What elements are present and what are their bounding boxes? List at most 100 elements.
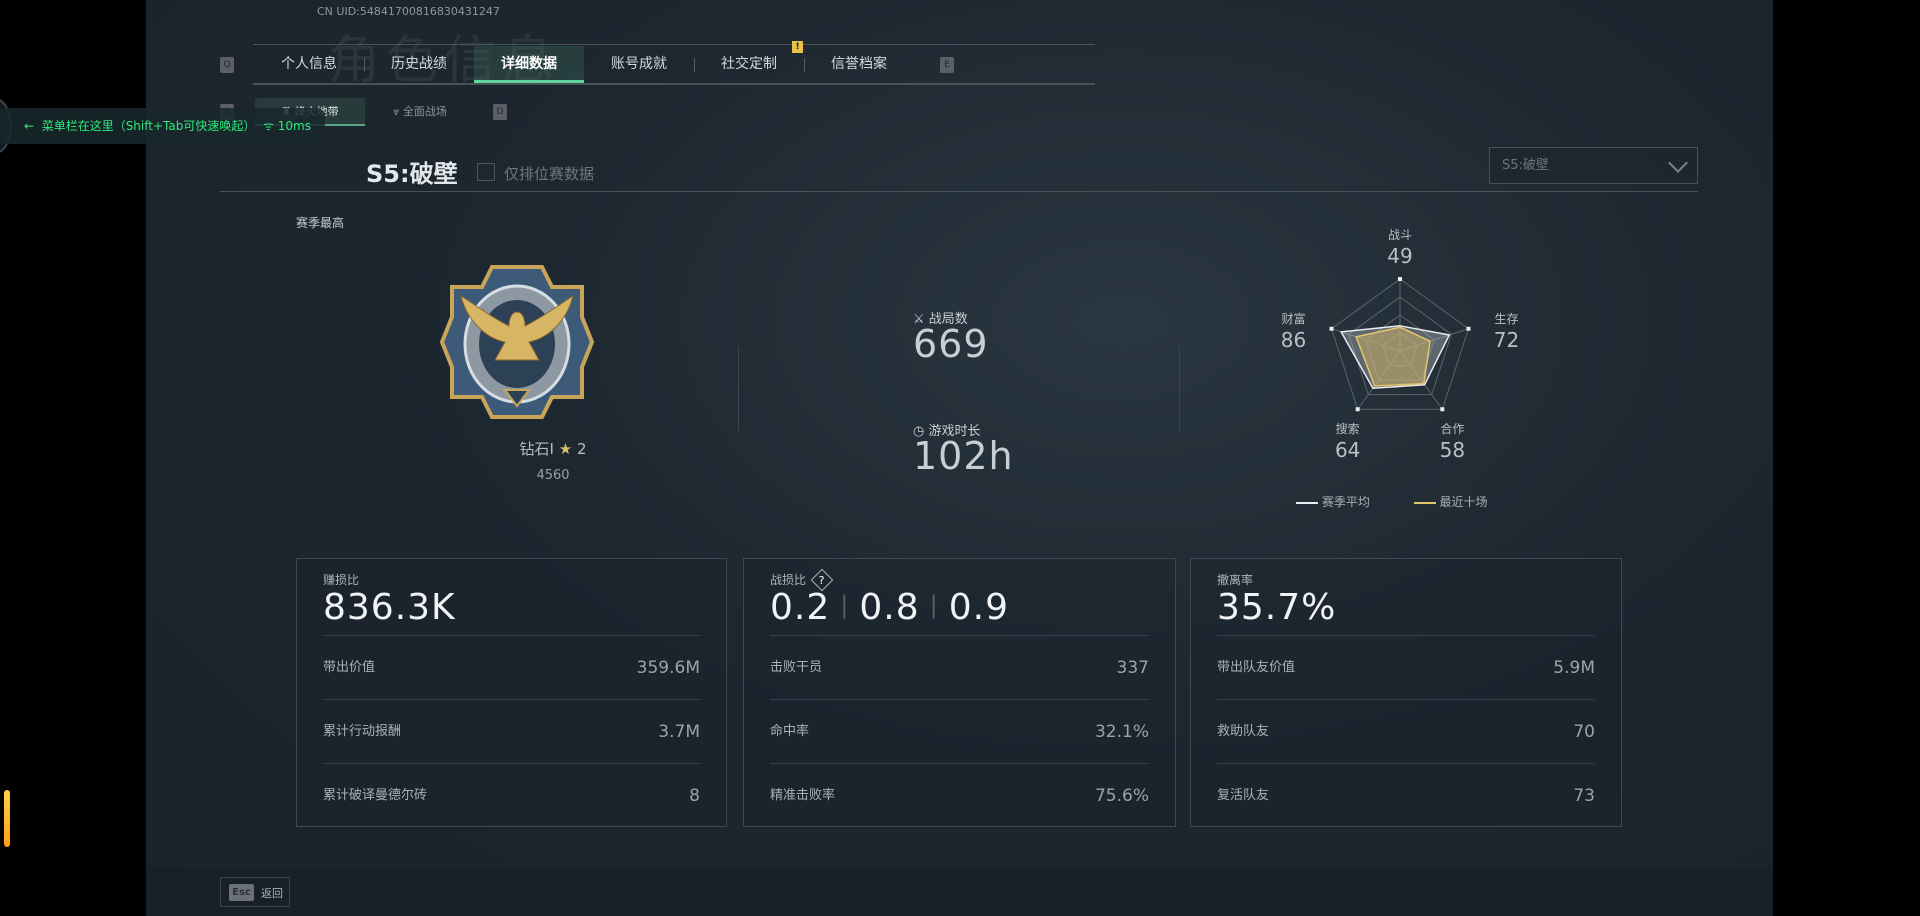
stat-value: 73 [1573,786,1595,806]
tab-reputation[interactable]: 信誉档案 [831,56,887,72]
radar-axis-value: 72 [1494,328,1519,352]
section-divider [220,191,1698,192]
radar-vertex-marker [1329,326,1334,331]
radar-axis-label: 合作 [1440,421,1464,436]
radar-axis-value: 49 [1387,244,1412,268]
kd-values: 0.2 | 0.8 | 0.9 [770,587,1009,628]
back-button[interactable]: Esc 返回 [220,877,290,907]
stat-row: 累计破译曼德尔砖 8 [323,763,700,827]
radar-grid-ring [1348,296,1452,396]
uid-label: CN UID:54841700816830431247 [317,5,500,18]
card-value: 836.3K [323,587,456,628]
legend-label-recent: 最近十场 [1439,495,1488,509]
stat-label: 击败干员 [770,660,823,675]
subtab-full-battlefield[interactable]: ⩔ 全面战场 [365,98,475,126]
rank-score: 4560 [536,468,570,483]
tab-separator [804,58,805,72]
extract-card: 撤离率 35.7% 带出队友价值 5.9M 救助队友 70 复活队友 73 [1190,558,1622,827]
stat-value: 32.1% [1094,722,1149,742]
season-title: S5:破壁 [366,160,458,188]
kd-value: 0.9 [948,587,1009,628]
stat-row: 命中率 32.1% [770,699,1149,763]
stat-row: 精准击败率 75.6% [770,763,1149,827]
stat-label: 带出队友价值 [1217,660,1296,675]
kd-card: 战损比 ? 0.2 | 0.8 | 0.9 击败干员 337 命中率 32.1% 精准击败率… [743,558,1176,827]
ranked-only-label[interactable]: 仅排位赛数据 [504,165,595,183]
stat-value: 70 [1573,722,1595,742]
stat-value: 3.7M [658,722,700,742]
star-icon: ★ [558,440,573,458]
stat-row: 带出队友价值 5.9M [1217,635,1595,699]
stat-value: 5.9M [1553,658,1595,678]
playtime-value: 102h [913,434,1014,478]
column-divider [738,346,739,431]
matches-label-row: ⚔ 战局数 [913,308,968,327]
chevron-down-icon [1668,153,1688,173]
key-hint-d: D [493,104,507,120]
kd-value: 0.8 [859,587,920,628]
stat-label: 累计行动报酬 [323,724,402,739]
season-dropdown[interactable]: S5:破壁 [1489,147,1698,184]
card-label: 撤离率 [1217,573,1254,587]
status-indicator-bar [4,790,10,847]
wifi-icon: ᯤ [262,119,278,133]
playtime-label: 游戏时长 [928,424,981,439]
stat-label: 救助队友 [1217,724,1270,739]
stat-row: 累计行动报酬 3.7M [323,699,700,763]
stat-label: 命中率 [770,724,810,739]
stat-label: 复活队友 [1217,788,1270,803]
legend-swatch-season [1296,501,1318,504]
radar-axis-value: 86 [1281,328,1306,352]
radar-axis-label: 战斗 [1388,228,1412,242]
stat-label: 累计破译曼德尔砖 [323,788,428,803]
card-label: 赚损比 [323,573,360,587]
back-label: 返回 [261,887,283,900]
radar-vertex-marker [1440,407,1445,412]
radar-vertex-marker [1355,407,1360,412]
card-label: 战损比 [770,573,807,587]
tab-separator [364,58,365,72]
ranked-only-checkbox[interactable] [477,163,495,181]
menu-hint-text: 菜单栏在这里（Shift+Tab可快速唤起） [41,119,256,133]
legend-swatch-recent [1413,501,1436,504]
rank-medal-icon [439,265,595,419]
radar-grid-ring [1330,278,1470,410]
legend-label-season: 赛季平均 [1321,495,1370,509]
stat-row: 带出价值 359.6M [323,635,700,699]
radar-legend: 赛季平均 最近十场 [1296,493,1488,510]
stat-row: 击败干员 337 [770,635,1149,699]
stat-row: 救助队友 70 [1217,699,1595,763]
radar-chart: 战斗 49 生存 72 合作 58 搜索 64 财富 86 [1281,228,1519,462]
dropdown-value: S5:破壁 [1502,158,1549,173]
radar-axis-label: 搜索 [1336,421,1360,436]
tab-social[interactable]: 社交定制 [721,56,777,72]
stat-value: 75.6% [1094,786,1149,806]
season-best-label: 赛季最高 [296,216,345,230]
tab-achievements[interactable]: 账号成就 [611,56,667,72]
tab-history[interactable]: 历史战绩 [391,56,447,72]
ping-value: 10ms [277,119,311,133]
playtime-label-row: ◷ 游戏时长 [913,420,981,439]
radar-axis-value: 64 [1335,438,1360,462]
subtab-label: 全面战场 [402,105,447,118]
profit-card: 赚损比 836.3K 带出价值 359.6M 累计行动报酬 3.7M 累计破译曼德尔… [296,558,727,827]
matches-label: 战局数 [928,312,968,327]
key-hint-q: Q [220,57,234,73]
tab-separator [694,58,695,72]
radar-axis-label: 财富 [1282,311,1306,326]
arrow-left-icon: ← [24,119,42,133]
tab-personal-info[interactable]: 个人信息 [281,56,337,72]
radar-vertex-marker [1398,277,1402,281]
rank-line: 钻石Ⅰ ★ 2 [473,438,633,459]
tab-bar-top-line [253,44,1095,45]
crossed-swords-icon: ⚔ [913,312,929,327]
tab-detailed-data[interactable]: 详细数据 [474,46,584,83]
radar-series-1 [1355,326,1431,387]
stat-value: 8 [689,786,700,806]
key-hint-e: E [940,57,954,73]
game-window: CN UID:54841700816830431247 角色信息 Q E 个人信… [146,0,1773,916]
radar-vertex-marker [1466,326,1471,331]
menu-hint-overlay[interactable]: ← 菜单栏在这里（Shift+Tab可快速唤起） ᯤ 10ms [0,108,325,144]
notification-badge: ! [792,41,803,53]
radar-axis-value: 58 [1440,438,1465,462]
